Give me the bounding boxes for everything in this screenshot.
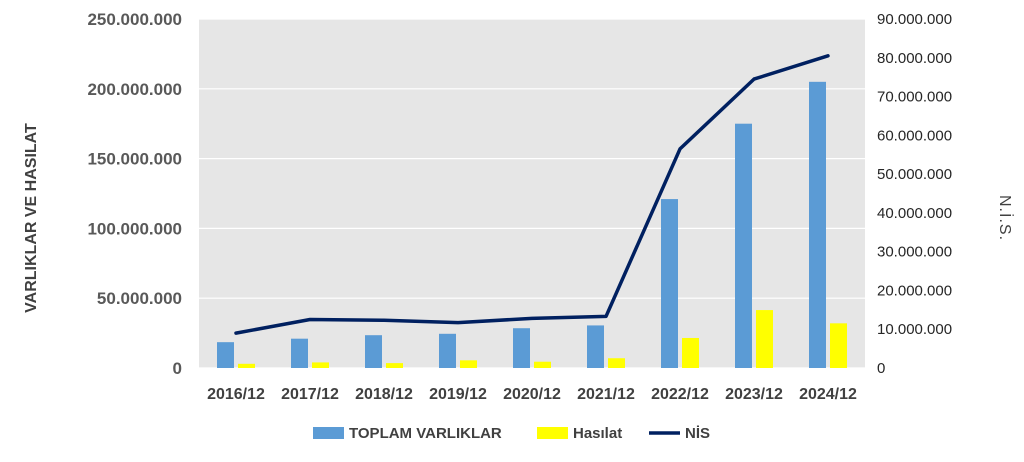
right-tick-label: 0 [877, 360, 885, 377]
right-tick-label: 30.000.000 [877, 244, 952, 261]
left-tick-label: 200.000.000 [87, 80, 182, 99]
x-tick-label: 2017/12 [281, 386, 339, 403]
bar-hasilat [238, 363, 255, 368]
right-tick-label: 40.000.000 [877, 205, 952, 222]
legend-label: TOPLAM VARLIKLAR [349, 425, 502, 442]
right-tick-label: 50.000.000 [877, 166, 952, 183]
legend-label: NİS [685, 425, 710, 442]
nis-line [234, 54, 830, 335]
right-tick-label: 70.000.000 [877, 89, 952, 106]
x-tick-label: 2023/12 [725, 386, 783, 403]
left-tick-label: 0 [173, 359, 182, 378]
left-axis-title: VARLIKLAR VE HASILAT [23, 123, 40, 313]
bar-hasilat [312, 362, 329, 368]
x-tick-label: 2024/12 [799, 386, 857, 403]
bar-hasilat [682, 337, 699, 368]
right-axis-title: N.İ.S. [996, 195, 1015, 241]
x-tick-label: 2016/12 [207, 386, 265, 403]
x-tick-label: 2018/12 [355, 386, 413, 403]
plot-area [199, 19, 865, 368]
right-tick-label: 60.000.000 [877, 127, 952, 144]
bar-hasilat [756, 310, 773, 368]
left-tick-label: 150.000.000 [87, 150, 182, 169]
bar-toplam-varliklar [217, 342, 234, 368]
bar-toplam-varliklar [661, 199, 678, 368]
legend-label: Hasılat [573, 425, 622, 442]
x-tick-label: 2021/12 [577, 386, 635, 403]
x-tick-label: 2019/12 [429, 386, 487, 403]
right-tick-label: 80.000.000 [877, 50, 952, 67]
bar-hasilat [460, 360, 477, 368]
bar-hasilat [830, 323, 847, 368]
right-tick-label: 10.000.000 [877, 321, 952, 338]
left-tick-label: 100.000.000 [87, 219, 182, 238]
bar-hasilat [608, 358, 625, 368]
bar-toplam-varliklar [291, 338, 308, 368]
bars [217, 81, 847, 368]
bar-toplam-varliklar [809, 81, 826, 368]
x-axis-ticks: 2016/12 2017/12 2018/12 2019/12 2020/12 2021/… [207, 386, 857, 403]
legend: TOPLAM VARLIKLAR Hasılat NİS [313, 425, 710, 442]
bar-toplam-varliklar [365, 335, 382, 368]
legend-swatch [537, 427, 568, 439]
x-tick-label: 2022/12 [651, 386, 709, 403]
legend-swatch [313, 427, 344, 439]
bar-toplam-varliklar [587, 325, 604, 368]
right-axis-ticks: 0 10.000.000 20.000.000 30.000.000 40.000.00… [877, 11, 952, 377]
left-tick-label: 250.000.000 [87, 10, 182, 29]
right-tick-label: 20.000.000 [877, 282, 952, 299]
bar-hasilat [534, 361, 551, 368]
gridlines [199, 18, 865, 369]
bar-toplam-varliklar [513, 328, 530, 368]
right-tick-label: 90.000.000 [877, 11, 952, 28]
bar-toplam-varliklar [735, 123, 752, 368]
bar-hasilat [386, 363, 403, 368]
bar-toplam-varliklar [439, 333, 456, 368]
left-tick-label: 50.000.000 [97, 289, 182, 308]
left-axis-ticks: 0 50.000.000 100.000.000 150.000.000 200.000… [87, 10, 182, 378]
x-tick-label: 2020/12 [503, 386, 561, 403]
